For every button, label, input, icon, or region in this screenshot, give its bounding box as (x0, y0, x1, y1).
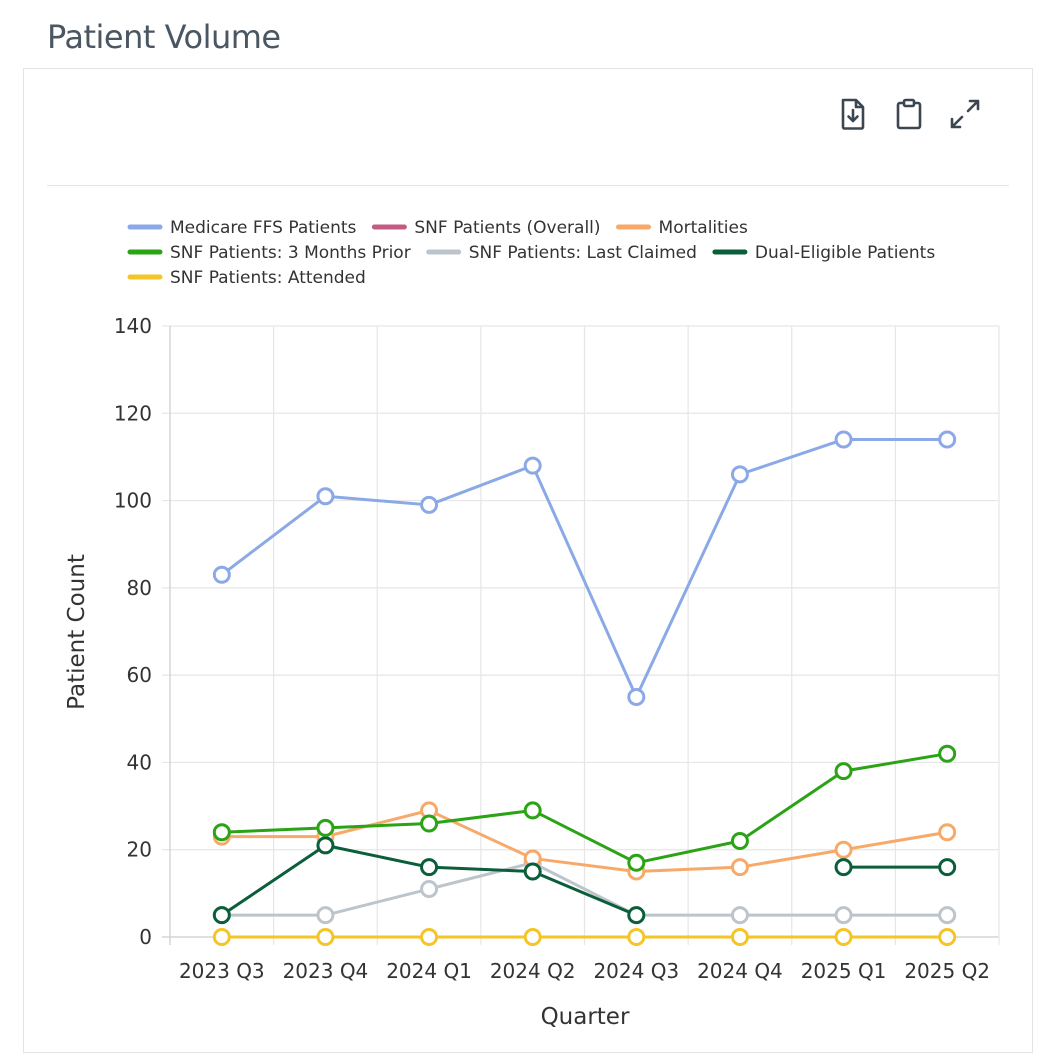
download-icon (841, 98, 865, 130)
x-tick-label: 2024 Q3 (593, 959, 679, 983)
y-tick-label: 140 (114, 314, 152, 338)
legend-item[interactable]: Mortalities (616, 218, 748, 238)
y-tick-label: 80 (127, 576, 152, 600)
data-point[interactable] (730, 928, 749, 946)
series-line (221, 808, 948, 874)
y-tick-label: 100 (114, 489, 152, 513)
series-medicare-ffs-patients (212, 430, 957, 706)
data-point[interactable] (316, 836, 335, 855)
series-line (221, 861, 948, 917)
chart-toolbar (836, 97, 982, 131)
data-point[interactable] (420, 928, 439, 946)
series-line (220, 437, 948, 699)
legend-item[interactable]: SNF Patients: Last Claimed (426, 243, 697, 263)
data-point[interactable] (730, 858, 749, 877)
data-point[interactable] (938, 858, 957, 877)
y-axis-ticks: 0 20 40 60 80 100 120 140 (114, 314, 152, 949)
legend-label: Medicare FFS Patients (170, 218, 357, 238)
legend-item[interactable]: SNF Patients: Attended (127, 268, 366, 288)
data-point[interactable] (938, 430, 957, 449)
x-axis-title: Quarter (541, 1004, 630, 1030)
expand-button[interactable] (948, 97, 982, 131)
data-point[interactable] (730, 465, 749, 484)
series-line (221, 752, 948, 865)
data-point[interactable] (730, 906, 749, 925)
x-tick-label: 2025 Q1 (801, 959, 887, 983)
y-tick-label: 20 (127, 838, 152, 862)
x-tick-label: 2024 Q2 (490, 959, 576, 983)
series-snf-patients-3-months-prior (212, 744, 957, 872)
chart-series (212, 430, 957, 946)
data-point[interactable] (627, 687, 646, 706)
data-point[interactable] (834, 858, 853, 877)
data-point[interactable] (627, 906, 646, 925)
y-tick-label: 120 (114, 401, 152, 425)
legend-label: SNF Patients: Last Claimed (469, 243, 697, 263)
data-point[interactable] (420, 879, 439, 898)
x-axis-ticks: 2023 Q3 2023 Q4 2024 Q1 2024 Q2 2024 Q3 2024 … (179, 959, 990, 983)
y-tick-label: 0 (139, 925, 152, 949)
legend-label: Dual-Eligible Patients (755, 243, 935, 263)
y-tick-label: 60 (127, 663, 152, 687)
x-tick-label: 2024 Q1 (386, 959, 472, 983)
page-title: Patient Volume (47, 18, 281, 56)
data-point[interactable] (938, 906, 957, 925)
y-tick-label: 40 (127, 750, 152, 774)
series-snf-patients-attended (212, 928, 957, 946)
series-dual-eligible-patients (212, 836, 957, 925)
data-point[interactable] (420, 495, 439, 514)
chart-card (23, 68, 1033, 1053)
card-divider (47, 185, 1009, 186)
data-point[interactable] (316, 928, 335, 946)
data-point[interactable] (523, 862, 542, 881)
data-point[interactable] (523, 801, 542, 820)
data-point[interactable] (212, 565, 231, 584)
x-tick-label: 2024 Q4 (697, 959, 783, 983)
legend-label: SNF Patients: Attended (170, 268, 366, 288)
data-point[interactable] (834, 906, 853, 925)
copy-clipboard-button[interactable] (892, 97, 926, 131)
legend-label: SNF Patients (Overall) (414, 218, 600, 238)
clipboard-icon (896, 98, 922, 130)
data-point[interactable] (420, 814, 439, 833)
data-point[interactable] (834, 762, 853, 781)
chart-grid (162, 325, 1000, 945)
data-point[interactable] (834, 840, 853, 859)
data-point[interactable] (316, 818, 335, 837)
data-point[interactable] (834, 928, 853, 946)
data-point[interactable] (938, 744, 957, 763)
data-point[interactable] (212, 823, 231, 842)
download-button[interactable] (836, 97, 870, 131)
y-axis-title: Patient Count (64, 554, 90, 710)
data-point[interactable] (212, 928, 231, 946)
legend-label: SNF Patients: 3 Months Prior (170, 243, 411, 263)
data-point[interactable] (627, 928, 646, 946)
legend-item[interactable]: SNF Patients (Overall) (371, 218, 601, 238)
x-tick-label: 2023 Q4 (283, 959, 369, 983)
data-point[interactable] (730, 831, 749, 850)
x-tick-label: 2025 Q2 (904, 959, 990, 983)
data-point[interactable] (834, 430, 853, 449)
data-point[interactable] (627, 853, 646, 872)
chart-legend: Medicare FFS Patients SNF Patients (Overa… (127, 218, 935, 288)
legend-item[interactable]: Dual-Eligible Patients (712, 243, 935, 263)
legend-item[interactable]: SNF Patients: 3 Months Prior (127, 243, 411, 263)
data-point[interactable] (316, 487, 335, 506)
data-point[interactable] (212, 906, 231, 925)
data-point[interactable] (420, 858, 439, 877)
expand-icon (950, 99, 980, 129)
data-point[interactable] (316, 906, 335, 925)
x-tick-label: 2023 Q3 (179, 959, 265, 983)
data-point[interactable] (523, 456, 542, 475)
data-point[interactable] (938, 928, 957, 946)
legend-item[interactable]: Medicare FFS Patients (127, 218, 357, 238)
data-point[interactable] (523, 928, 542, 946)
legend-label: Mortalities (659, 218, 748, 238)
data-point[interactable] (938, 823, 957, 842)
